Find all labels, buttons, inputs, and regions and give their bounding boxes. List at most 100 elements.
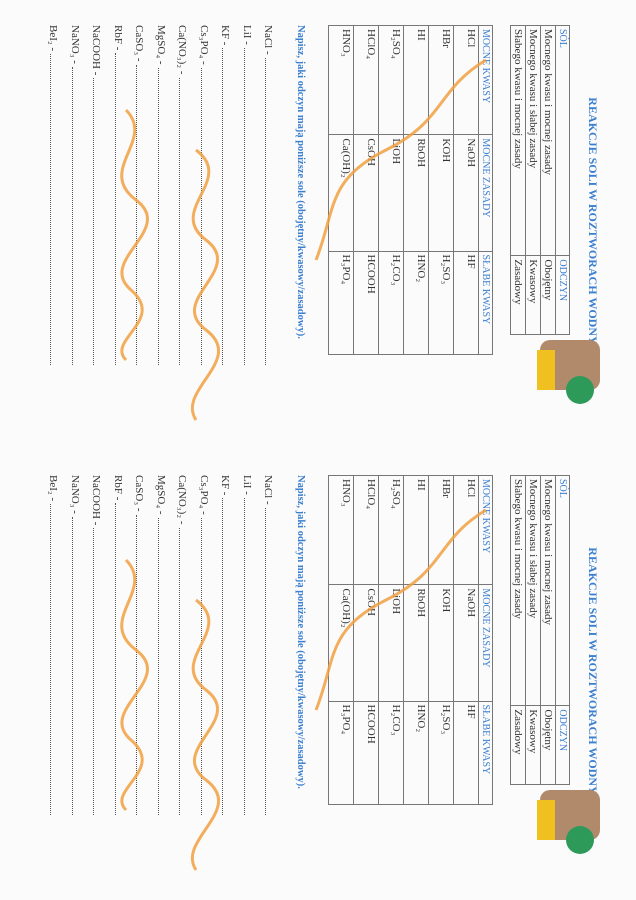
salt-formula: LiI - <box>241 25 253 45</box>
table-cell: Ca(OH)₂ <box>328 584 354 702</box>
salt-formula: CaSO₃ - <box>133 475 146 512</box>
answer-dotted-line[interactable] <box>72 66 73 365</box>
salt-answer-line[interactable]: LiI - <box>241 25 263 365</box>
table-cell: CsOH <box>353 584 379 702</box>
salt-formula: NaCl - <box>262 475 275 505</box>
worksheet-copy: REAKCJE SOLI W ROZTWORACH WODNYCH SÓL ODC… <box>48 25 600 421</box>
salt-formula: RbF - <box>112 25 124 51</box>
salt-formula: NaNO₃ - <box>69 25 81 64</box>
table-cell: MOCNE KWASY <box>478 475 493 585</box>
table-cell: KOH <box>428 584 454 702</box>
salt-answer-line[interactable]: NaNO₃ - <box>69 475 91 815</box>
table-cell: H₂CO₃ <box>378 251 404 355</box>
table-cell: SŁABE KWASY <box>478 251 493 355</box>
answer-dotted-line[interactable] <box>244 497 245 815</box>
table-cell: ODCZYN <box>555 255 570 335</box>
answer-dotted-line[interactable] <box>136 64 138 365</box>
answer-dotted-line[interactable] <box>50 504 52 815</box>
table-cell: HClO₄ <box>353 475 379 585</box>
table-cell: Mocnego kwasu i mocnej zasady <box>540 25 556 256</box>
salt-answer-line[interactable]: NaCl - <box>263 475 285 815</box>
salt-answer-line[interactable]: CaSO₃ - <box>134 25 156 365</box>
table-cell: HI <box>403 475 429 585</box>
table-cell: ODCZYN <box>555 705 570 785</box>
salt-answer-line[interactable]: NaCOOH - <box>91 25 113 365</box>
table-cell: LiOH <box>378 134 404 252</box>
answer-dotted-line[interactable] <box>179 77 181 365</box>
salt-answer-line[interactable]: NaCl - <box>263 25 285 365</box>
table-cell: HNO₃ <box>328 25 354 135</box>
table-cell: Kwasowy <box>525 255 541 335</box>
salt-formula: BeI₂ - <box>47 475 60 502</box>
acids-bases-table: MOCNE KWASY MOCNE ZASADY SŁABE KWASY HCl Na… <box>328 475 493 805</box>
answer-dotted-line[interactable] <box>136 514 138 815</box>
salt-answer-line[interactable]: Ca(NO₃)₂ - <box>177 475 199 815</box>
table-cell: RbOH <box>403 134 429 252</box>
answer-dotted-line[interactable] <box>265 507 267 815</box>
salt-answer-line[interactable]: LiI - <box>241 475 263 815</box>
salt-formula: Ca(NO₃)₂ - <box>176 475 189 525</box>
table-cell: RbOH <box>403 584 429 702</box>
mascot-image <box>537 790 600 854</box>
answer-dotted-line[interactable] <box>115 53 116 365</box>
answer-dotted-line[interactable] <box>201 517 202 815</box>
salt-formula: KF - <box>219 475 232 496</box>
salt-answer-line[interactable]: RbF - <box>112 475 134 815</box>
answer-dotted-line[interactable] <box>50 54 52 365</box>
table-cell: NaOH <box>453 134 479 252</box>
table-cell: HNO₂ <box>403 701 429 805</box>
answer-dotted-line[interactable] <box>244 47 245 365</box>
salt-answer-line[interactable]: CaSO₃ - <box>134 475 156 815</box>
salt-formula: MgSO₄ - <box>155 25 167 65</box>
salt-answer-line[interactable]: Cs₃PO₄ - <box>198 475 220 815</box>
answer-dotted-line[interactable] <box>179 527 181 815</box>
table-cell: Mocnego kwasu i mocnej zasady <box>540 475 556 706</box>
salt-answer-line[interactable]: MgSO₄ - <box>155 25 177 365</box>
salt-formula: NaNO₃ - <box>69 475 81 514</box>
answer-dotted-line[interactable] <box>158 517 159 815</box>
table-cell: MOCNE KWASY <box>478 25 493 135</box>
salt-formula: NaCOOH - <box>90 475 103 526</box>
table-cell: Mocnego kwasu i słabej zasady <box>525 25 541 256</box>
salt-answer-line[interactable]: BeI₂ - <box>48 25 70 365</box>
answer-dotted-line[interactable] <box>93 528 95 815</box>
salt-answer-line[interactable]: BeI₂ - <box>48 475 70 815</box>
answer-dotted-line[interactable] <box>93 78 95 365</box>
table-cell: HBr <box>428 25 454 135</box>
answer-dotted-line[interactable] <box>158 67 159 365</box>
table-cell: HCOOH <box>353 251 379 355</box>
answer-dotted-line[interactable] <box>222 48 224 365</box>
salt-answer-line[interactable]: Ca(NO₃)₂ - <box>177 25 199 365</box>
table-cell: NaOH <box>453 584 479 702</box>
table-cell: HBr <box>428 475 454 585</box>
table-cell: HCl <box>453 475 479 585</box>
answer-dotted-line[interactable] <box>72 516 73 815</box>
table-cell: HI <box>403 25 429 135</box>
answer-dotted-line[interactable] <box>222 498 224 815</box>
salt-formula: NaCl - <box>262 25 275 55</box>
salt-answer-line[interactable]: MgSO₄ - <box>155 475 177 815</box>
table-cell: SÓL <box>555 475 570 706</box>
salt-answer-line[interactable]: NaCOOH - <box>91 475 113 815</box>
table-cell: Mocnego kwasu i słabej zasady <box>525 475 541 706</box>
answer-dotted-line[interactable] <box>201 67 202 365</box>
table-cell: Ca(OH)₂ <box>328 134 354 252</box>
table-cell: H₃PO₄ <box>328 251 354 355</box>
salt-answer-line[interactable]: NaNO₃ - <box>69 25 91 365</box>
salt-answer-line[interactable]: KF - <box>220 475 242 815</box>
acids-bases-table: MOCNE KWASY MOCNE ZASADY SŁABE KWASY HCl Na… <box>328 25 493 355</box>
salt-formula: Ca(NO₃)₂ - <box>176 25 189 75</box>
salt-answer-line[interactable]: Cs₃PO₄ - <box>198 25 220 365</box>
table-cell: HCOOH <box>353 701 379 805</box>
salt-type-table: SÓL ODCZYN Mocnego kwasu i mocnej zasady O… <box>510 25 570 335</box>
salt-answer-line[interactable]: KF - <box>220 25 242 365</box>
salt-answer-line[interactable]: RbF - <box>112 25 134 365</box>
table-cell: SŁABE KWASY <box>478 701 493 805</box>
answer-dotted-line[interactable] <box>115 503 116 815</box>
table-cell: H₂SO₄ <box>378 475 404 585</box>
table-cell: HF <box>453 251 479 355</box>
salt-formula: BeI₂ - <box>47 25 60 52</box>
worksheet-copy: REAKCJE SOLI W ROZTWORACH WODNYCH SÓL ODC… <box>0 450 636 900</box>
answer-dotted-line[interactable] <box>265 57 267 365</box>
salt-type-table: SÓL ODCZYN Mocnego kwasu i mocnej zasady O… <box>510 475 570 785</box>
